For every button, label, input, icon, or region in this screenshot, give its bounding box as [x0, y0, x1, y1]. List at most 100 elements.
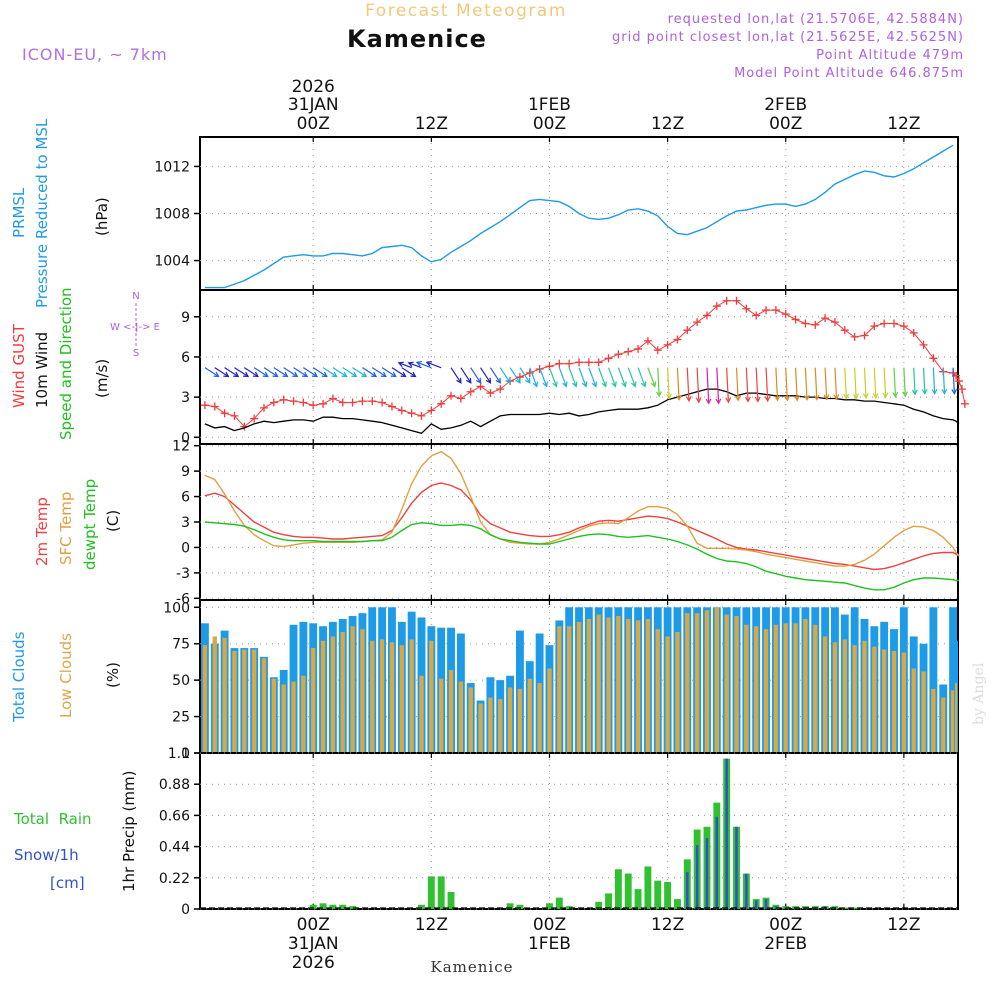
low-clouds-bar [527, 678, 532, 753]
y-tick-label: 25 [172, 710, 190, 726]
wind-arrow [765, 367, 769, 401]
wind-arrow [539, 367, 548, 387]
wind-gust-point [279, 395, 288, 404]
model-altitude: Model Point Altitude 646.875m [734, 66, 964, 81]
wind-arrow-head [456, 377, 462, 384]
low-clouds-bar [665, 636, 670, 753]
wind-arrow-head [321, 371, 328, 378]
y-tick-label: 50 [172, 673, 190, 689]
low-clouds-bar [803, 618, 808, 753]
low-clouds-bar [330, 636, 336, 753]
cm-label: [cm] [50, 874, 85, 892]
rain-bar [614, 869, 622, 909]
y-tick-label: 0.66 [159, 808, 190, 824]
wind-arrow [952, 367, 955, 394]
y-tick-label: 0.44 [159, 840, 190, 856]
wind-arrow [293, 367, 308, 377]
y-tick-label: 0 [181, 430, 190, 446]
subtitle: Forecast Meteogram [365, 1, 567, 21]
pressure-line [204, 144, 954, 289]
temperature-panel: -6 -3 0 3 6 9 12 [172, 439, 960, 607]
wind-arrow-head [233, 371, 240, 378]
snow-bar [725, 758, 728, 909]
wind-arrow [371, 367, 387, 377]
low-clouds-bar [901, 652, 907, 753]
y-tick-label: 1004 [154, 254, 190, 270]
wind-arrow [273, 367, 288, 377]
wind-arrow [322, 367, 337, 377]
credit-text: by Angel [971, 662, 987, 725]
snow-label: Snow/1h [14, 846, 79, 864]
low-clouds-bar [704, 610, 710, 753]
low-clouds-bar [954, 683, 958, 753]
wind-arrow-head [591, 381, 598, 388]
wind-arrow [696, 367, 700, 403]
wind-arrow [932, 367, 936, 394]
wind-arrow [883, 367, 887, 398]
wind-arrow [854, 367, 857, 399]
wind-arrow [470, 367, 482, 384]
wind-arrow [342, 367, 357, 377]
wind-arrow-head [705, 398, 712, 405]
precip-label: 1hr Precip (mm) [120, 771, 138, 892]
wind-arrow-head [302, 371, 309, 378]
wind-arrow-head [611, 381, 617, 388]
wind-gust-point [328, 394, 337, 403]
wind-arrow-head [390, 371, 397, 378]
wind-gust-point [673, 335, 682, 344]
y-tick-label: 3 [181, 515, 190, 531]
wind-arrow [224, 367, 239, 377]
rain-bar [851, 907, 859, 909]
wind-gust-point [565, 359, 574, 368]
bottom-date-label: 1FEB [528, 934, 571, 954]
wind-arrow-head [410, 371, 417, 378]
wind-gust-point [850, 332, 859, 341]
wind-arrow-head [951, 388, 958, 395]
low-clouds-bar [734, 616, 739, 753]
low-clouds-bar [507, 687, 513, 753]
snow-bar [764, 899, 768, 909]
low-clouds-bar [783, 623, 788, 753]
wind-gust-point [762, 306, 771, 315]
wind-arrow [893, 367, 897, 397]
wind-arrow-head [562, 381, 568, 388]
wind-arrow [558, 367, 567, 387]
wind-gust-point [840, 326, 849, 335]
compass-n: N [132, 291, 139, 302]
wind-gust-point [269, 398, 278, 407]
wind-gust-point [584, 358, 593, 367]
wind-arrow-head [640, 381, 647, 388]
low-clouds-bar [439, 678, 444, 753]
wind-arrow [204, 367, 219, 377]
wind-arrow-head [921, 388, 928, 395]
y-tick-label: 6 [181, 490, 190, 506]
y-tick-label: 0.22 [159, 871, 190, 887]
bottom-time-label: 00Z [297, 915, 330, 935]
wind-arrow-head [262, 371, 269, 378]
wind-arrow [408, 362, 422, 369]
rain-bar [673, 899, 681, 909]
temp-2m-line [204, 482, 960, 571]
top-date-label: 31JAN [288, 95, 339, 115]
wind-arrow [824, 367, 828, 400]
pressure-panel: 1004 1008 1012 [154, 136, 959, 291]
wind-arrow [499, 367, 511, 384]
rain-bar [595, 901, 603, 909]
low-clouds-bar [242, 649, 247, 753]
wind-arrow-head [853, 393, 859, 400]
low-clouds-bar [419, 675, 424, 753]
wind-arrow-head [725, 397, 732, 404]
low-clouds-bar [694, 613, 700, 753]
low-clouds-bar [921, 671, 926, 753]
wind-arrow [509, 367, 521, 384]
wind-dir-label: Speed and Direction [57, 287, 75, 440]
snow-bar [735, 826, 738, 909]
wind-gust-point [417, 411, 426, 420]
wind-arrow [735, 367, 739, 401]
wind-arrow-head [774, 395, 781, 402]
wind-arrow [716, 367, 720, 404]
low-clouds-bar [291, 681, 296, 753]
wind-gust-point [781, 310, 790, 319]
low-clouds-bar [261, 658, 267, 753]
